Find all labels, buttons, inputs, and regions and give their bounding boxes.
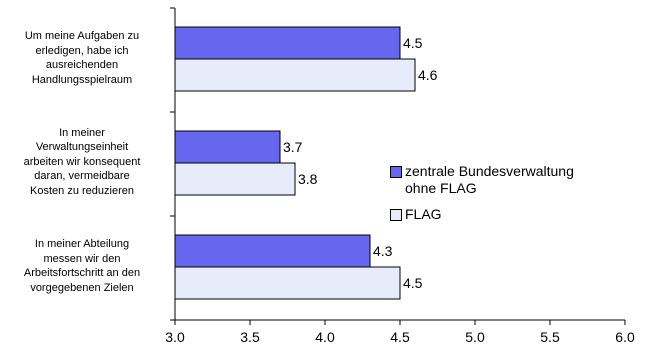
legend-swatch — [390, 166, 402, 178]
category-label-line: Handlungsspielraum — [31, 73, 133, 86]
x-tick-label: 5.0 — [465, 329, 485, 345]
category-label-line: Arbeitsfortschritt an den — [23, 267, 141, 279]
category-label-line: arbeiten wir konsequent — [23, 155, 141, 168]
legend-entry: FLAG — [390, 206, 442, 223]
category-label-line: In meiner — [59, 126, 105, 139]
bar-1-cat-3 — [174, 234, 371, 268]
data-label: 3.8 — [298, 171, 318, 187]
data-label: 4.6 — [418, 67, 438, 83]
legend-label: FLAG — [405, 206, 442, 223]
category-label-line: ausreichenden — [45, 59, 119, 71]
bar-1-cat-2 — [174, 130, 281, 164]
category-label-line: Kosten zu reduzieren — [30, 184, 134, 197]
category-label-line: vorgegebenen Zielen — [30, 281, 134, 294]
bar-2-cat-2 — [174, 162, 296, 196]
data-label: 4.5 — [403, 35, 423, 51]
legend-swatch — [390, 209, 402, 221]
legend-label-line: zentrale Bundesverwaltung — [405, 163, 574, 179]
legend-label: zentrale Bundesverwaltung ohne FLAG — [405, 163, 574, 197]
category-label-line: Verwaltungseinheit — [35, 141, 129, 154]
category-label-line: erledigen, habe ich — [35, 44, 129, 57]
category-label: Um meine Aufgaben zu erledigen, habe ich a… — [2, 29, 162, 87]
bar-2-cat-3 — [174, 266, 401, 300]
x-tick-label: 3.0 — [165, 329, 185, 345]
category-label-line: In meiner Abteilung — [34, 238, 130, 250]
category-label-line: daran, vermeidbare — [34, 170, 130, 183]
category-label: In meiner Verwaltungseinheit arbeiten wir … — [2, 126, 162, 199]
x-tick-label: 5.5 — [540, 329, 560, 345]
legend-label-line: ohne FLAG — [405, 180, 477, 196]
x-tick-label: 4.0 — [315, 329, 335, 345]
data-label: 4.5 — [403, 275, 423, 291]
legend-label-line: FLAG — [405, 206, 442, 222]
legend-entry: zentrale Bundesverwaltung ohne FLAG — [390, 163, 574, 197]
category-label-line: Um meine Aufgaben zu — [24, 30, 140, 42]
x-tick-label: 6.0 — [615, 329, 635, 345]
x-tick-label: 3.5 — [240, 329, 260, 345]
bar-1-cat-1 — [174, 26, 401, 60]
data-label: 4.3 — [373, 243, 393, 259]
category-label-line: messen wir den — [43, 252, 121, 265]
x-tick-label: 4.5 — [390, 329, 410, 345]
bar-2-cat-1 — [174, 58, 416, 92]
category-label: In meiner Abteilung messen wir den Arbeits… — [2, 237, 162, 295]
data-label: 3.7 — [283, 139, 303, 155]
